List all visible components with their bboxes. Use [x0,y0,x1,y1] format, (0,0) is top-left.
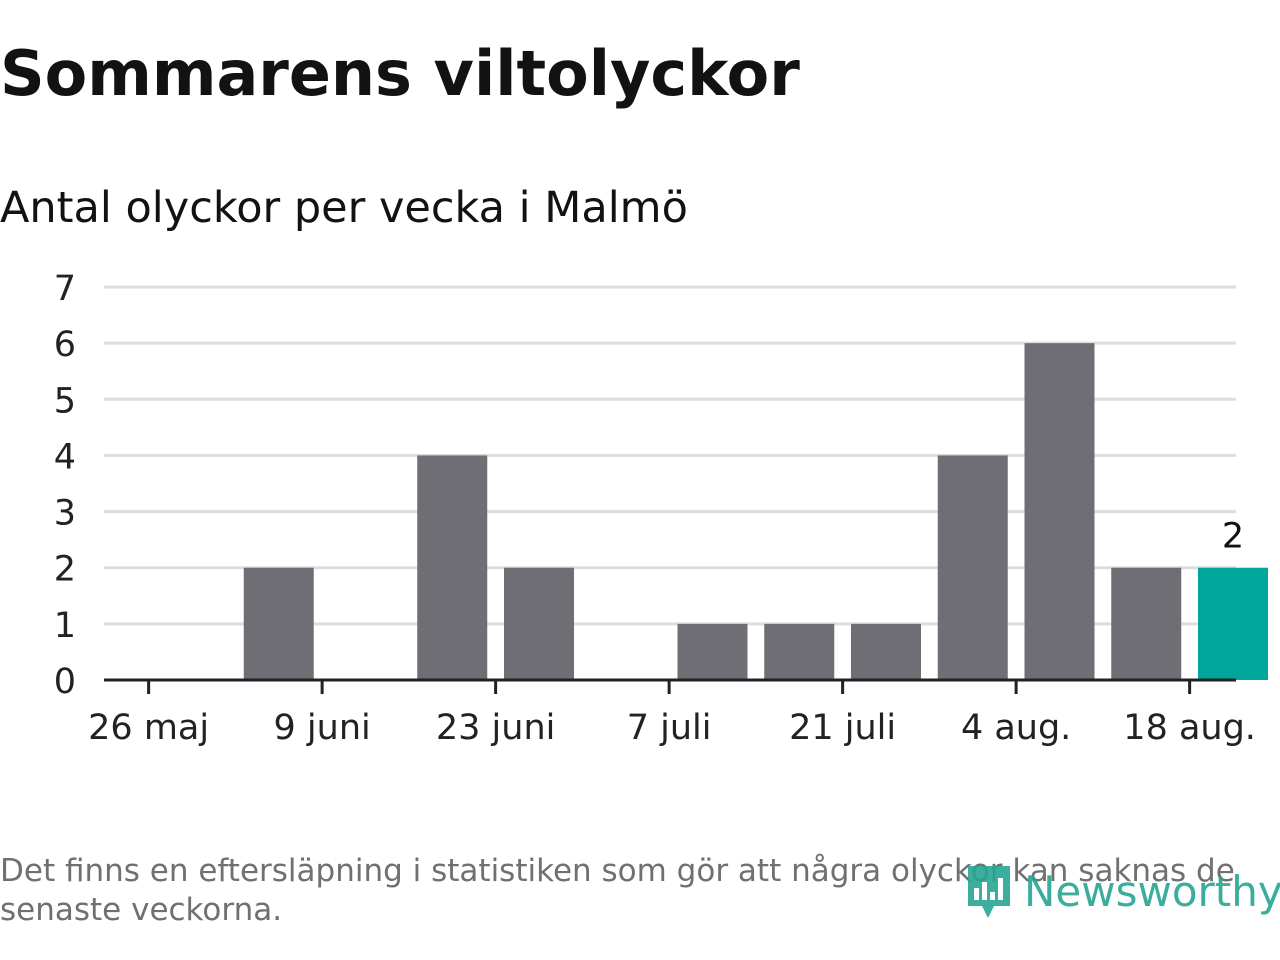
bar [1024,343,1095,680]
footnote: Det finns en eftersläpning i statistiken… [0,853,1235,928]
newsworthy-logo[interactable]: Newsworthy [964,862,1280,922]
newsworthy-logo-icon [968,866,1010,918]
y-tick-label: 0 [54,662,76,702]
y-axis-labels: 0 1 2 3 4 5 6 7 [54,269,76,702]
bar [677,623,748,680]
x-tick-label: 26 maj [88,708,209,748]
bars [243,343,1268,680]
x-tick-label: 21 juli [789,708,896,748]
x-tick-label: 9 juni [274,708,371,748]
x-axis-labels: 26 maj 9 juni 23 juni 7 juli 21 juli 4 aug. 18… [88,708,1256,748]
chart-title: Sommarens viltolyckor [0,37,800,110]
y-tick-label: 6 [54,325,76,365]
x-tick-label: 4 aug. [961,708,1071,748]
y-tick-label: 4 [54,437,76,477]
y-tick-label: 1 [54,606,76,646]
bar [417,455,488,680]
y-tick-label: 5 [54,381,76,421]
bar-highlight [1198,567,1268,680]
bar [764,623,835,680]
x-tick-label: 7 juli [627,708,712,748]
bar [851,623,921,680]
x-axis [104,678,1236,694]
y-tick-label: 3 [54,494,76,534]
newsworthy-wordmark: Newsworthy [1024,867,1280,916]
y-tick-label: 2 [54,550,76,590]
bar [504,567,574,680]
chart-subtitle: Antal olyckor per vecka i Malmö [0,183,688,233]
bar [937,455,1008,680]
data-labels: 2 [1222,517,1244,557]
x-tick-label: 23 juni [436,708,555,748]
bar [243,567,314,680]
bar [1111,567,1182,680]
y-tick-label: 7 [54,269,76,309]
x-tick-label: 18 aug. [1123,708,1256,748]
data-label: 2 [1222,517,1244,557]
